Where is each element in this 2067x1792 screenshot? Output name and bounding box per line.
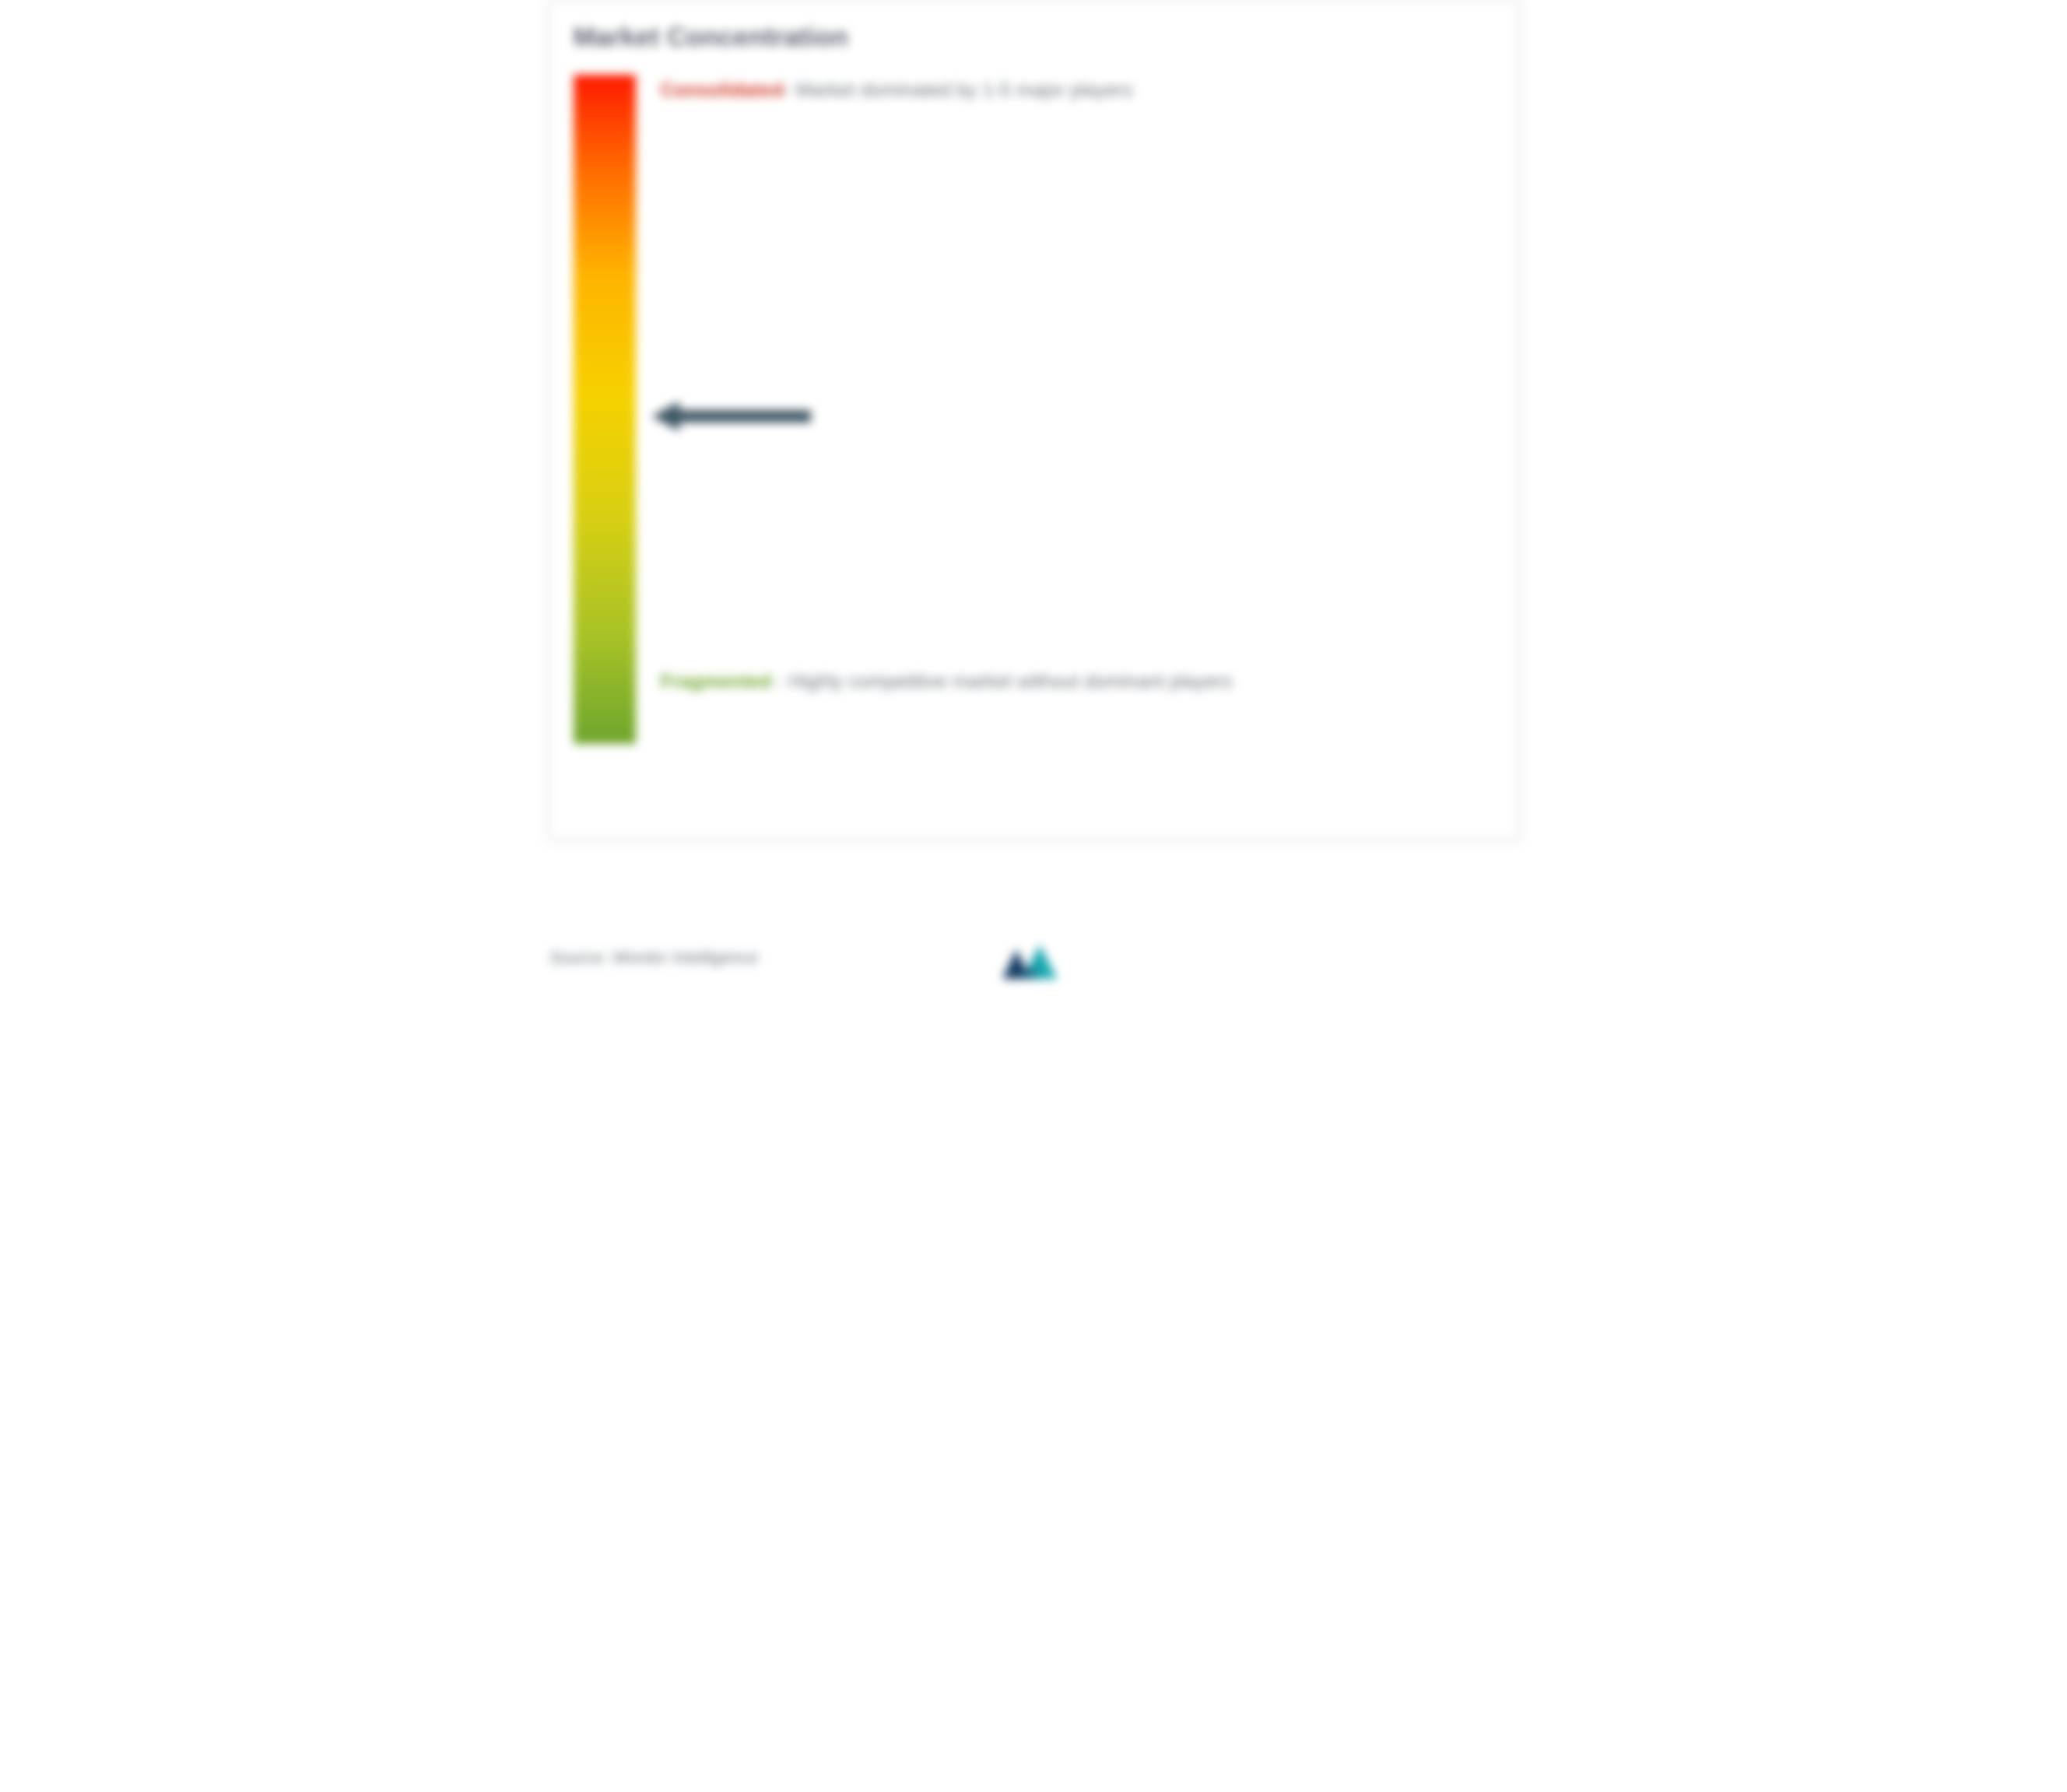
gradient-scale-bar bbox=[574, 75, 636, 744]
source-attribution: Source: Mordor Intelligence bbox=[549, 948, 759, 968]
concentration-chart: Consolidated- Market dominated by 1-5 ma… bbox=[574, 75, 1494, 752]
consolidated-label: Consolidated- Market dominated by 1-5 ma… bbox=[661, 78, 1133, 104]
fragmented-label: Fragmented - Highly competitive market w… bbox=[661, 666, 1233, 698]
consolidated-desc: - Market dominated by 1-5 major players bbox=[784, 79, 1133, 101]
fragmented-keyword: Fragmented bbox=[661, 671, 772, 693]
mordor-logo-icon bbox=[1001, 943, 1066, 979]
fragmented-desc: - Highly competitive market without domi… bbox=[772, 671, 1233, 693]
market-concentration-card: Market Concentration Co bbox=[549, 0, 1518, 840]
consolidated-keyword: Consolidated bbox=[661, 79, 784, 101]
indicator-arrow-icon bbox=[651, 402, 811, 431]
card-title: Market Concentration bbox=[574, 23, 1494, 53]
